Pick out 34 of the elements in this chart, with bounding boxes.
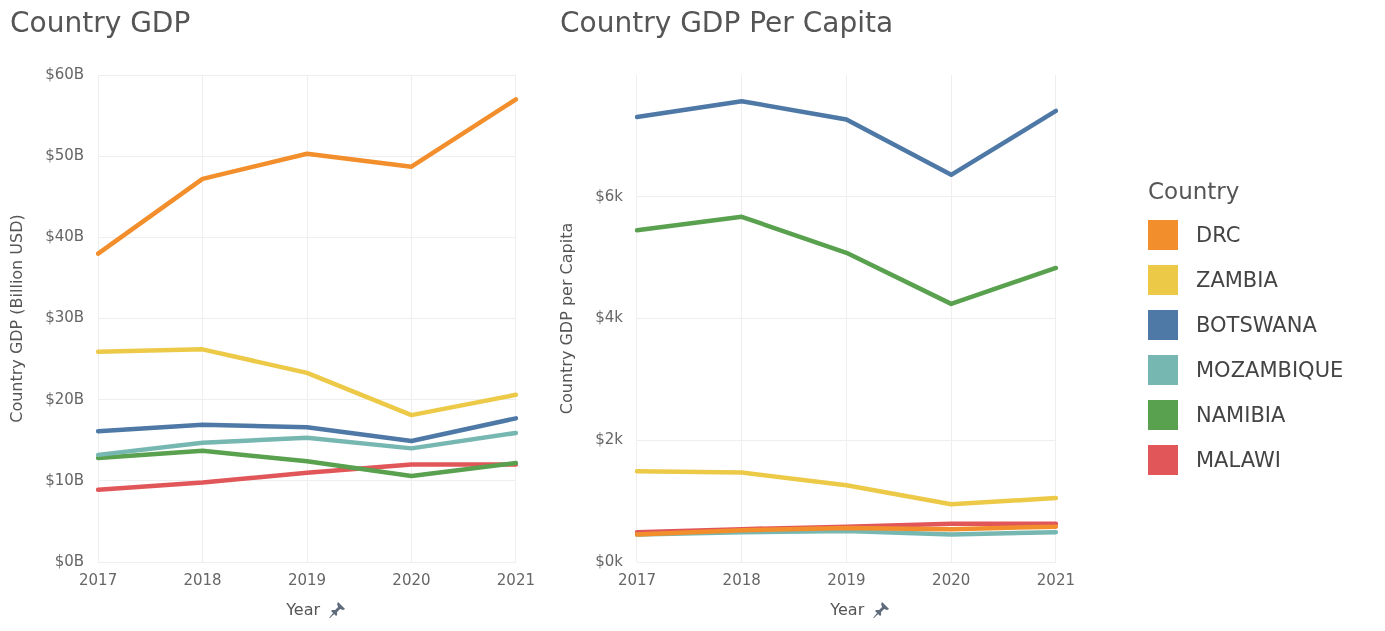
y-tick-label: $2k (595, 430, 624, 449)
x-tick-label: 2018 (183, 570, 222, 589)
y-tick-label: $0k (595, 551, 624, 570)
x-tick-label: 2019 (287, 570, 327, 589)
x-tick-label: 2017 (617, 570, 657, 589)
y-tick-label: $60B (45, 64, 85, 83)
x-axis-title: Year (830, 600, 865, 619)
y-tick-label: $6k (595, 186, 624, 205)
x-axis-title: Year (286, 600, 321, 619)
y-tick-label: $4k (595, 308, 624, 327)
y-tick-label: $0B (54, 551, 85, 570)
legend-label: ZAMBIA (1196, 267, 1278, 292)
legend-label: NAMIBIA (1196, 402, 1286, 427)
legend-label: MOZAMBIQUE (1196, 357, 1344, 382)
legend-label: MALAWI (1196, 447, 1281, 472)
y-tick-label: $30B (45, 308, 85, 327)
y-tick-label: $50B (45, 146, 85, 165)
x-tick-label: 2019 (827, 570, 866, 589)
legend-title: Country (1148, 178, 1241, 204)
x-tick-label: 2020 (932, 570, 971, 589)
y-tick-label: $40B (45, 227, 85, 246)
y-axis-title: Country GDP per Capita (556, 222, 576, 415)
x-tick-label: 2017 (79, 570, 118, 589)
y-tick-label: $10B (45, 470, 85, 489)
x-tick-label: 2018 (722, 570, 761, 589)
x-tick-label: 2021 (496, 570, 536, 589)
legend-label: DRC (1196, 222, 1241, 247)
y-axis-title: Country GDP (Billion USD) (6, 214, 26, 423)
chart-title: Country GDP (10, 6, 191, 39)
x-tick-label: 2021 (1036, 570, 1076, 589)
chart-title: Country GDP Per Capita (560, 6, 894, 39)
x-tick-label: 2020 (392, 570, 431, 589)
legend-label: BOTSWANA (1196, 312, 1317, 337)
y-tick-label: $20B (45, 389, 85, 408)
